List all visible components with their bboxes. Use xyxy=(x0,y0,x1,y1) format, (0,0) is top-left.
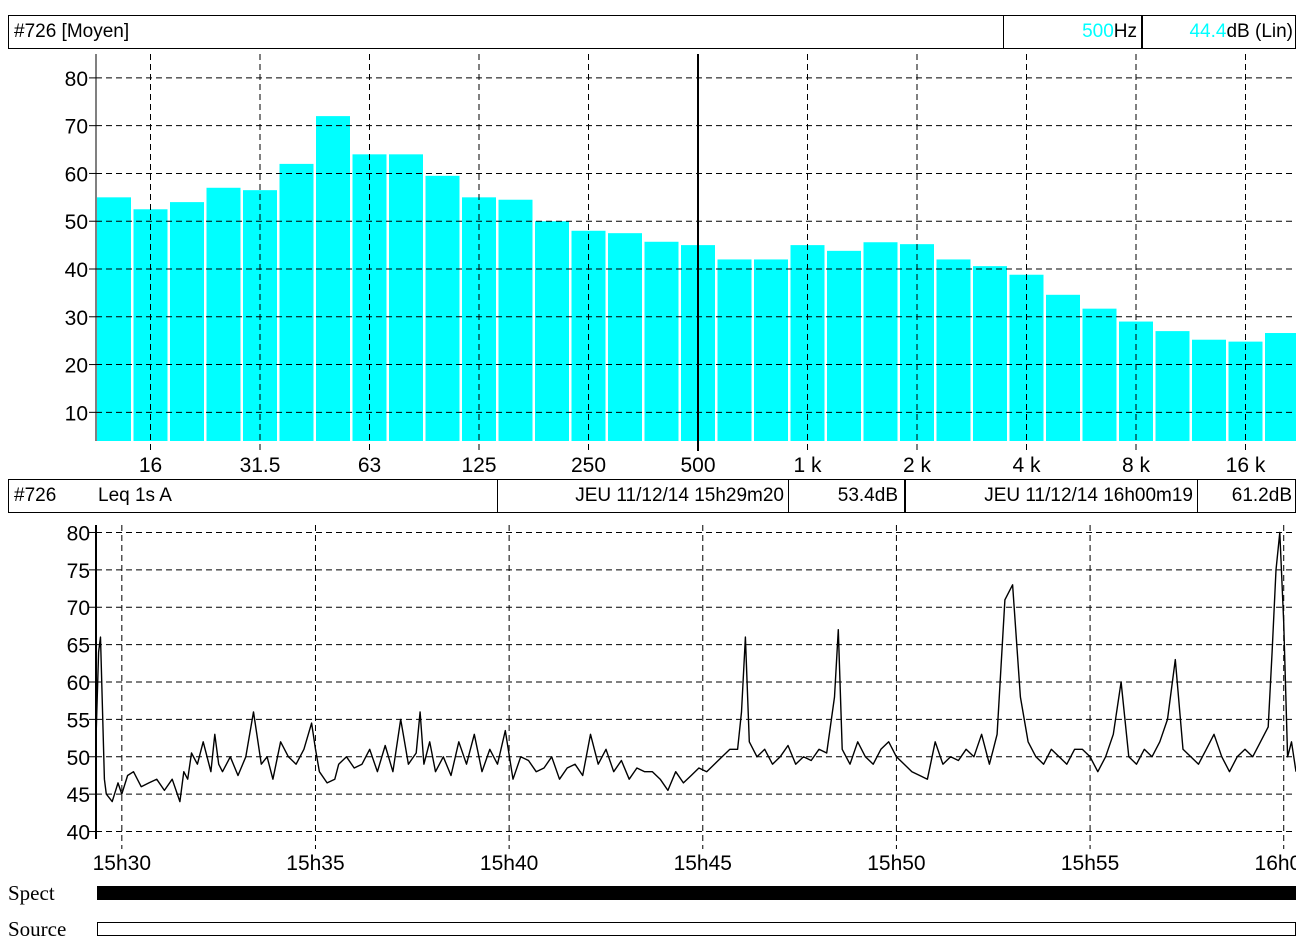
spectrum-bar xyxy=(973,266,1007,441)
time-y-tick-label: 60 xyxy=(67,672,90,695)
time-x-tick-label: 15h45 xyxy=(674,852,732,875)
time-y-tick-label: 75 xyxy=(67,560,90,583)
spectrum-y-tick-label: 60 xyxy=(65,163,88,186)
time-y-tick-label: 50 xyxy=(67,747,90,770)
spectrum-bar xyxy=(1082,308,1117,441)
spectrum-bar xyxy=(97,197,131,441)
spectrum-bar xyxy=(498,199,533,441)
time-x-tick-label: 15h55 xyxy=(1061,852,1119,875)
spectrum-y-tick-label: 20 xyxy=(65,355,88,378)
spectrum-header: #726 [Moyen] 500Hz 44.4dB (Lin) xyxy=(8,15,1296,49)
spectrum-x-tick-label: 2 k xyxy=(903,454,932,477)
cursor-level-unit: dB (Lin) xyxy=(1226,21,1293,42)
spectrum-bar xyxy=(279,163,314,441)
spectrum-y-tick-label: 40 xyxy=(65,259,88,282)
spectrum-bar xyxy=(900,244,934,441)
spectrum-bar xyxy=(206,187,241,441)
time-history-chart[interactable]: 40 45 50 55 60 65 70 75 80 15h30 15h35 15h40 15h45 15… xyxy=(0,513,1296,876)
spectrum-bar xyxy=(1192,339,1226,441)
cursor2-value-box[interactable]: 61.2dB xyxy=(1197,479,1296,513)
spect-strip[interactable] xyxy=(97,886,1296,900)
time-y-tick-label: 65 xyxy=(67,635,90,658)
time-y-tick-label: 40 xyxy=(67,822,90,845)
spectrum-y-tick-label: 70 xyxy=(65,116,88,139)
spectrum-bar xyxy=(1119,321,1153,441)
cursor-frequency-unit: Hz xyxy=(1113,21,1137,42)
cursor1-value-box[interactable]: 53.4dB xyxy=(788,479,905,513)
cursor2-time-box[interactable]: JEU 11/12/14 16h00m19 xyxy=(905,479,1198,513)
time-y-tick-label: 70 xyxy=(67,597,90,620)
leq-trace xyxy=(95,531,1296,803)
cursor2-value: 61.2 xyxy=(1231,485,1269,506)
time-x-tick-label: 15h35 xyxy=(286,852,344,875)
cursor1-value: 53.4 xyxy=(837,485,875,506)
spectrum-bar xyxy=(936,259,971,441)
cursor-level-value: 44.4 xyxy=(1189,21,1227,42)
cursor-frequency-box[interactable]: 500Hz xyxy=(1003,15,1142,49)
spectrum-x-tick-label: 1 k xyxy=(793,454,822,477)
spectrum-x-tick-label: 125 xyxy=(461,454,496,477)
cursor2-unit: dB xyxy=(1268,485,1292,506)
spectrum-bar xyxy=(717,259,752,441)
cursor1-time: JEU 11/12/14 15h29m20 xyxy=(575,485,784,506)
spectrum-x-tick-label: 31.5 xyxy=(240,454,281,477)
time-y-tick-label: 45 xyxy=(67,784,90,807)
spectrum-x-tick-label: 63 xyxy=(358,454,381,477)
spectrum-y-tick-label: 80 xyxy=(65,68,88,91)
spectrum-x-tick-label: 500 xyxy=(680,454,715,477)
source-label: Source xyxy=(8,917,67,941)
time-x-tick-label: 16h00 xyxy=(1255,852,1296,875)
spect-label: Spect xyxy=(8,881,55,905)
spectrum-title: #726 [Moyen] xyxy=(14,21,130,42)
spectrum-y-tick-label: 10 xyxy=(65,402,88,425)
spectrum-bar xyxy=(316,116,350,441)
time-history-header: #726 Leq 1s A JEU 11/12/14 15h29m20 53.4… xyxy=(8,479,1296,513)
spectrum-bar xyxy=(1265,333,1296,441)
spectrum-y-tick-label: 30 xyxy=(65,307,88,330)
cursor2-time: JEU 11/12/14 16h00m19 xyxy=(984,485,1193,506)
time-history-id: #726 xyxy=(14,485,57,506)
spectrum-bar xyxy=(425,175,460,441)
spectrum-x-tick-label: 250 xyxy=(571,454,606,477)
time-x-tick-label: 15h50 xyxy=(867,852,925,875)
spectrum-bar xyxy=(1155,331,1190,441)
spectrum-x-tick-label: 16 k xyxy=(1226,454,1266,477)
spectrum-x-tick-label: 16 xyxy=(139,454,162,477)
spectrum-bar xyxy=(754,259,788,441)
time-x-tick-label: 15h30 xyxy=(93,852,151,875)
spectrum-bar-chart[interactable]: 10 20 30 40 50 60 70 80 16 31.5 63 125 250 500 1 k 2 k 4… xyxy=(0,49,1296,479)
spectrum-bar xyxy=(644,241,679,441)
spectrum-bar xyxy=(170,202,204,441)
cursor-level-box[interactable]: 44.4dB (Lin) xyxy=(1142,15,1296,49)
time-y-tick-label: 80 xyxy=(67,522,90,545)
spectrum-bar xyxy=(535,221,569,441)
spectrum-x-tick-label: 8 k xyxy=(1122,454,1151,477)
cursor-frequency-value: 500 xyxy=(1082,21,1114,42)
spectrum-bar xyxy=(1046,294,1080,441)
cursor1-time-box[interactable]: JEU 11/12/14 15h29m20 xyxy=(497,479,789,513)
time-x-tick-label: 15h40 xyxy=(480,852,538,875)
time-history-measure: Leq 1s A xyxy=(98,485,172,506)
source-strip[interactable] xyxy=(97,922,1296,936)
spectrum-x-tick-label: 4 k xyxy=(1012,454,1041,477)
time-y-tick-label: 55 xyxy=(67,709,90,732)
spectrum-bar xyxy=(827,250,861,441)
spectrum-y-tick-label: 50 xyxy=(65,211,88,234)
spectrum-bar xyxy=(863,242,898,441)
spectrum-bar xyxy=(389,154,423,441)
cursor1-unit: dB xyxy=(874,485,898,506)
spectrum-bar xyxy=(608,233,642,441)
